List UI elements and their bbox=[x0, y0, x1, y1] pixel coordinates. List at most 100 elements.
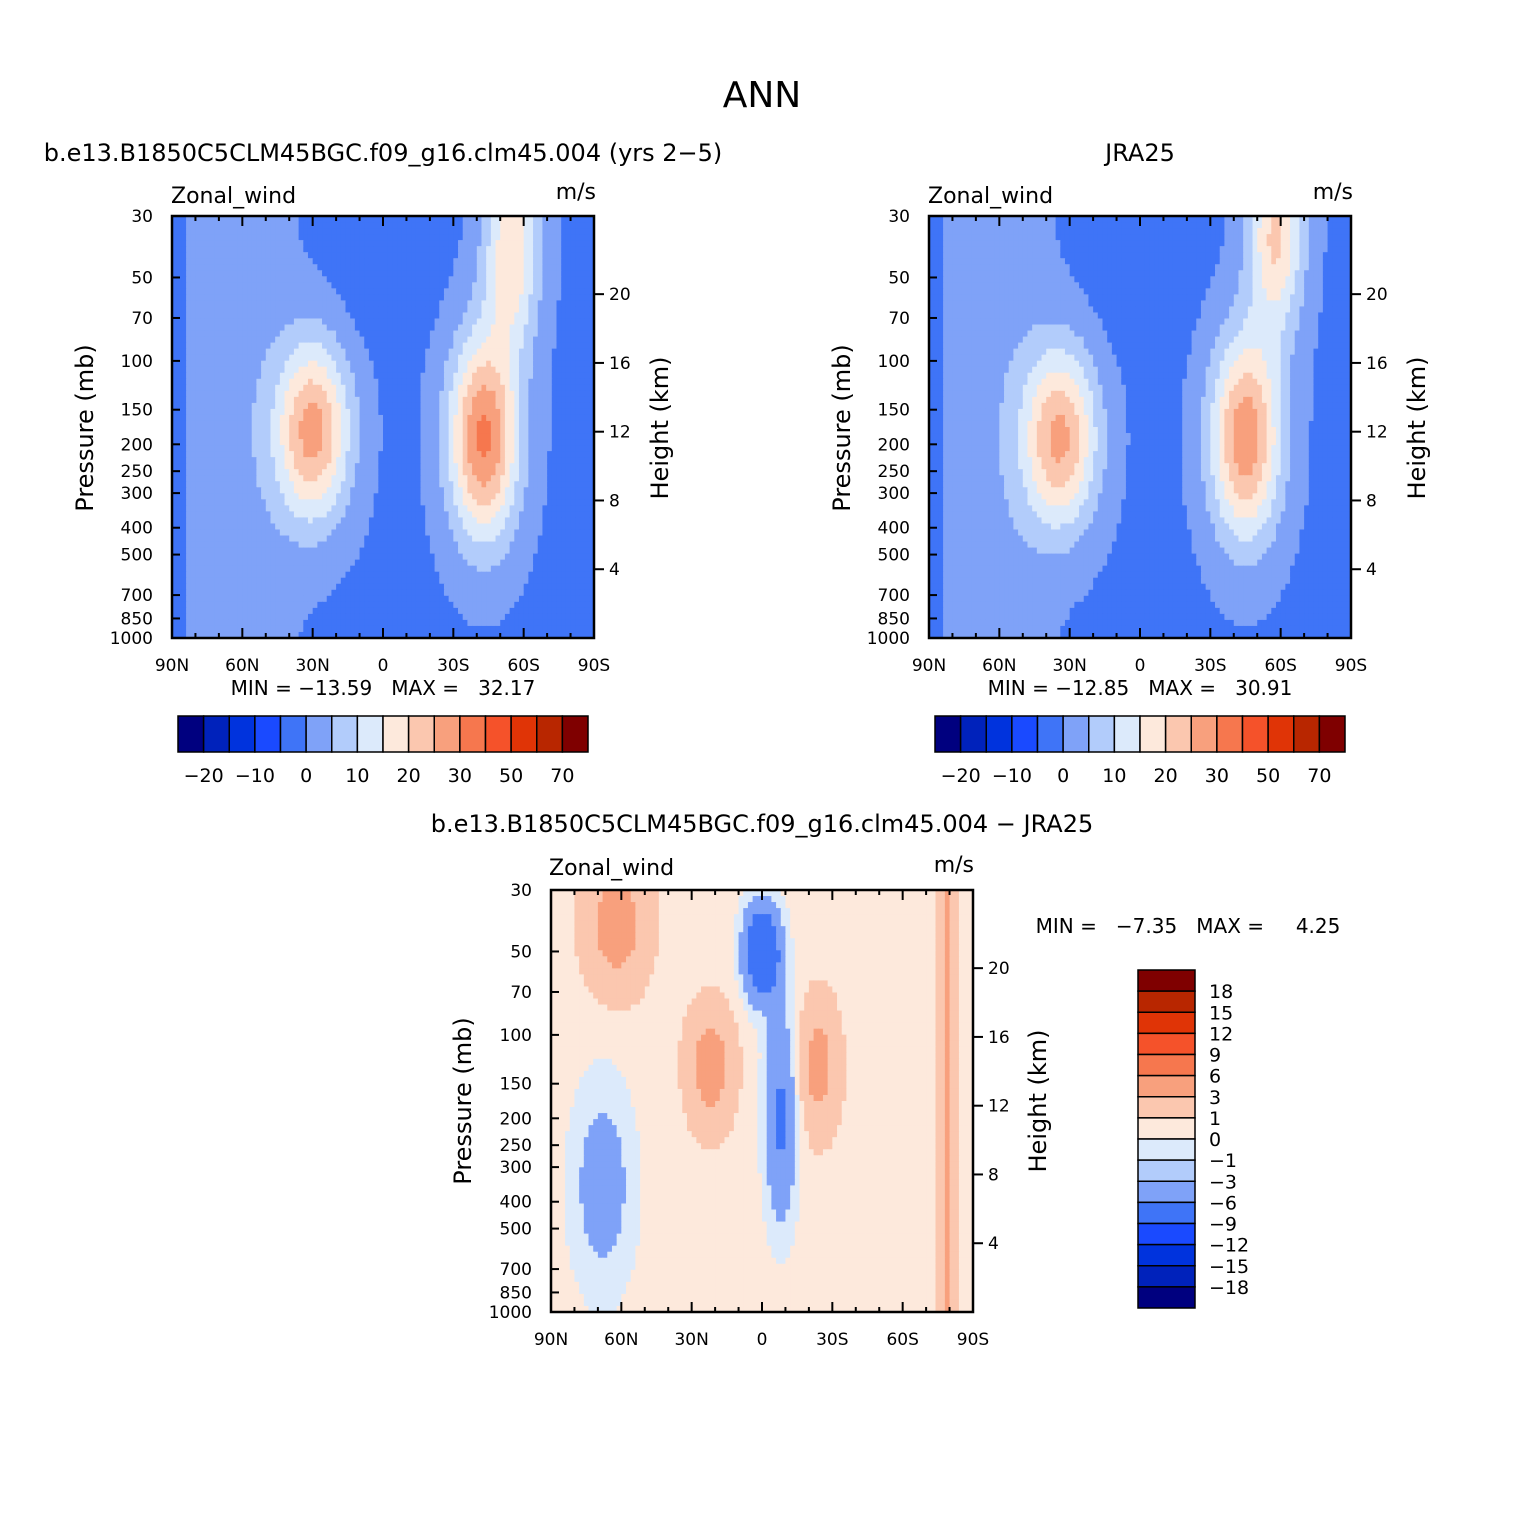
model-contour-cell bbox=[190, 535, 197, 543]
model-contour-cell bbox=[368, 499, 375, 506]
model-contour-cell bbox=[214, 433, 220, 440]
model-contour-cell bbox=[275, 384, 281, 392]
model-contour-cell bbox=[307, 439, 314, 446]
model-contour-cell bbox=[486, 469, 492, 476]
model-contour-cell bbox=[443, 216, 450, 223]
model-contour-cell bbox=[589, 457, 595, 464]
model-contour-cell bbox=[336, 258, 342, 265]
model-contour-cell bbox=[514, 433, 520, 440]
model-contour-cell bbox=[242, 396, 248, 404]
model-contour-cell bbox=[331, 396, 337, 404]
model-contour-cell bbox=[345, 505, 351, 512]
model-contour-cell bbox=[486, 330, 492, 338]
model-contour-cell bbox=[579, 360, 586, 368]
model-contour-cell bbox=[500, 240, 506, 247]
model-contour-cell bbox=[453, 276, 459, 283]
model-contour-cell bbox=[486, 523, 492, 531]
model-contour-cell bbox=[551, 240, 558, 247]
model-contour-cell bbox=[307, 541, 314, 549]
model-contour-cell bbox=[307, 312, 314, 320]
model-contour-cell bbox=[476, 228, 483, 235]
model-contour-cell bbox=[565, 264, 572, 271]
model-contour-cell bbox=[415, 469, 422, 476]
model-contour-cell bbox=[204, 282, 211, 289]
model-contour-cell bbox=[570, 228, 576, 235]
model-contour-cell bbox=[448, 481, 454, 488]
model-contour-cell bbox=[462, 517, 468, 525]
model-contour-cell bbox=[326, 402, 333, 410]
model-contour-cell bbox=[575, 276, 581, 283]
model-contour-cell bbox=[565, 384, 572, 392]
model-contour-cell bbox=[303, 481, 309, 488]
model-contour-cell bbox=[190, 475, 197, 482]
model-contour-cell bbox=[364, 529, 370, 537]
model-contour-cell bbox=[247, 402, 253, 410]
model-contour-cell bbox=[443, 433, 450, 440]
model-contour-cell bbox=[504, 270, 511, 277]
model-contour-cell bbox=[326, 372, 333, 380]
model-contour-cell bbox=[392, 240, 398, 247]
model-contour-cell bbox=[411, 372, 417, 380]
model-contour-cell bbox=[256, 306, 262, 314]
model-contour-cell bbox=[383, 264, 389, 271]
model-contour-cell bbox=[406, 234, 412, 241]
model-contour-cell bbox=[542, 222, 548, 229]
model-contour-cell bbox=[533, 457, 539, 464]
model-contour-cell bbox=[312, 390, 318, 398]
model-contour-cell bbox=[518, 433, 525, 440]
model-contour-cell bbox=[495, 228, 501, 235]
model-contour-cell bbox=[279, 481, 286, 488]
model-contour-cell bbox=[458, 330, 464, 338]
model-contour-cell bbox=[523, 288, 529, 295]
model-contour-cell bbox=[317, 481, 323, 488]
model-contour-cell bbox=[378, 348, 384, 356]
model-contour-cell bbox=[354, 372, 361, 380]
model-contour-cell bbox=[242, 547, 248, 555]
model-contour-cell bbox=[472, 414, 478, 422]
model-contour-cell bbox=[307, 378, 314, 386]
model-contour-cell bbox=[326, 547, 333, 555]
model-contour-cell bbox=[533, 306, 539, 314]
model-contour-cell bbox=[528, 336, 534, 344]
model-contour-cell bbox=[462, 433, 468, 440]
model-contour-cell bbox=[425, 318, 431, 326]
model-contour-cell bbox=[195, 270, 201, 277]
model-contour-cell bbox=[204, 228, 211, 235]
model-contour-cell bbox=[547, 451, 553, 458]
model-contour-cell bbox=[509, 402, 515, 410]
model-contour-cell bbox=[467, 246, 473, 253]
model-contour-cell bbox=[312, 541, 318, 549]
model-contour-cell bbox=[350, 336, 356, 344]
model-contour-cell bbox=[462, 541, 468, 549]
model-contour-cell bbox=[186, 475, 192, 482]
model-contour-cell bbox=[172, 258, 178, 265]
model-contour-cell bbox=[186, 240, 192, 247]
model-contour-cell bbox=[495, 300, 501, 308]
model-contour-cell bbox=[561, 252, 567, 259]
model-contour-cell bbox=[490, 457, 497, 464]
model-contour-cell bbox=[326, 336, 333, 344]
model-contour-cell bbox=[415, 390, 422, 398]
model-contour-cell bbox=[537, 445, 544, 452]
model-contour-cell bbox=[247, 288, 253, 295]
model-contour-cell bbox=[458, 457, 464, 464]
model-contour-cell bbox=[200, 240, 206, 247]
model-contour-cell bbox=[336, 384, 342, 392]
model-contour-cell bbox=[504, 252, 511, 259]
model-contour-cell bbox=[172, 294, 178, 301]
model-contour-cell bbox=[429, 336, 436, 344]
model-contour-cell bbox=[378, 324, 384, 332]
model-contour-cell bbox=[242, 342, 248, 350]
model-contour-cell bbox=[429, 252, 436, 259]
model-contour-cell bbox=[298, 378, 304, 386]
model-contour-cell bbox=[232, 300, 239, 308]
model-contour-cell bbox=[453, 282, 459, 289]
model-contour-cell bbox=[364, 366, 370, 374]
model-contour-cell bbox=[462, 300, 468, 308]
model-contour-cell bbox=[392, 306, 398, 314]
model-contour-cell bbox=[406, 499, 412, 506]
model-contour-cell bbox=[486, 234, 492, 241]
model-contour-cell bbox=[420, 408, 426, 416]
model-contour-cell bbox=[326, 360, 333, 368]
model-contour-cell bbox=[397, 517, 403, 525]
